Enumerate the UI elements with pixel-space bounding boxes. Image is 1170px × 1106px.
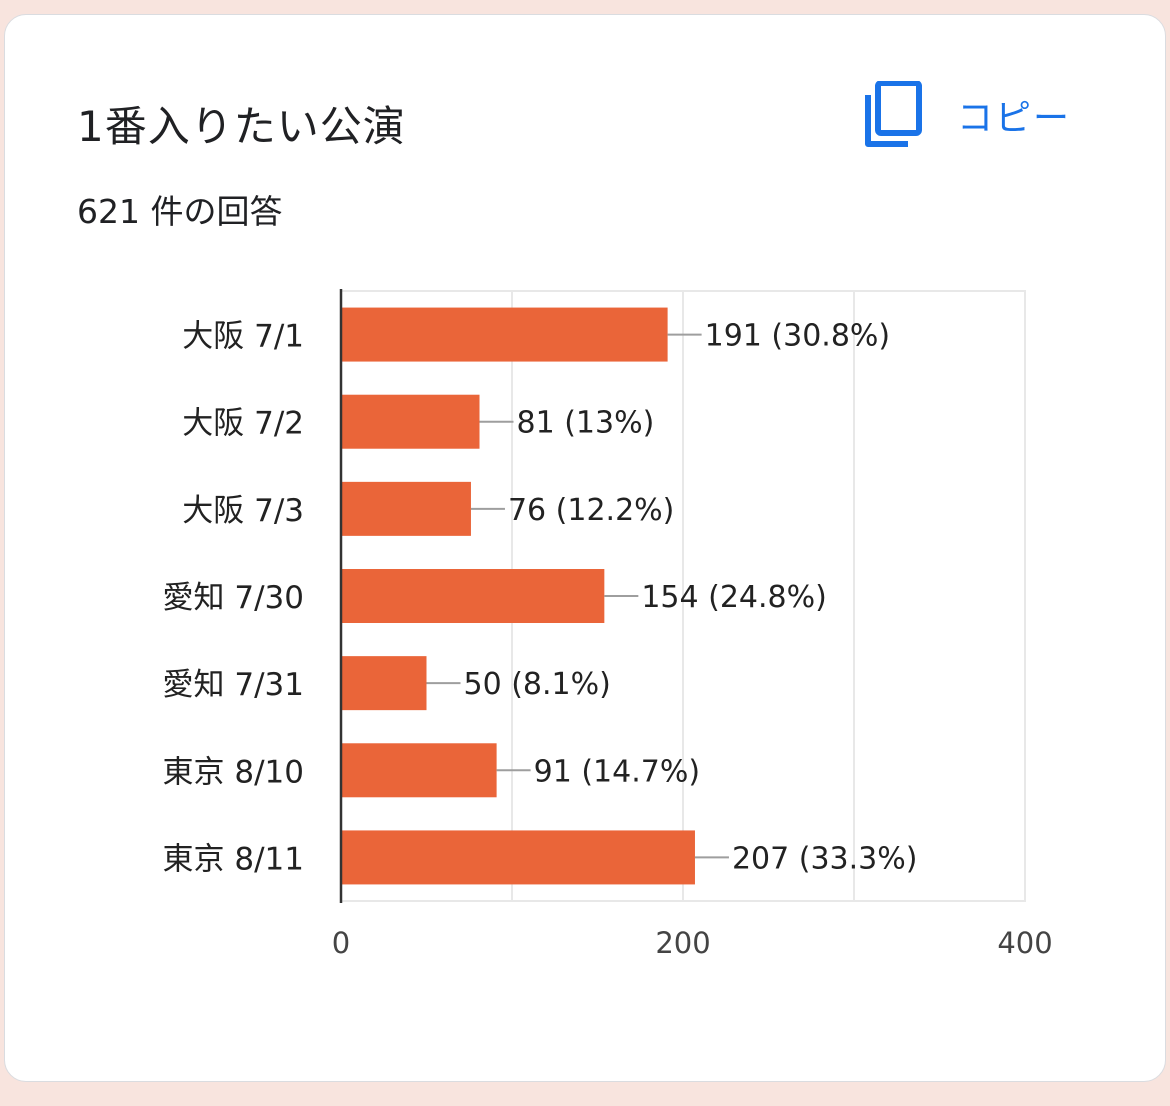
bar: [341, 743, 497, 798]
copy-icon: [865, 81, 922, 147]
x-tick-label: 400: [997, 926, 1052, 960]
bar: [341, 569, 605, 623]
data-label: 91 (14.7%): [534, 754, 700, 789]
category-label: 東京 8/10: [163, 754, 304, 790]
bar: [341, 481, 471, 536]
bar: [341, 830, 695, 885]
x-tick-label: 0: [332, 926, 350, 960]
question-title: 1番入りたい公演: [77, 102, 406, 151]
data-label: 154 (24.8%): [641, 580, 827, 615]
category-label: 愛知 7/31: [163, 667, 304, 703]
category-label: 大阪 7/1: [182, 319, 304, 355]
data-label: 76 (12.2%): [508, 493, 674, 528]
bar: [341, 656, 427, 711]
copy-button[interactable]: コピー: [863, 73, 1093, 157]
data-label: 191 (30.8%): [705, 319, 891, 354]
category-label: 大阪 7/3: [182, 493, 304, 529]
summary-card: 1番入りたい公演 コピー 621 件の回答: [4, 14, 1166, 1082]
bar: [341, 394, 480, 449]
copy-label: コピー: [957, 98, 1072, 139]
category-label: 東京 8/11: [163, 841, 304, 877]
category-label: 愛知 7/30: [163, 580, 304, 616]
data-label: 207 (33.3%): [732, 841, 918, 876]
response-count: 621 件の回答: [77, 192, 283, 231]
data-label: 50 (8.1%): [464, 667, 611, 702]
category-label: 大阪 7/2: [182, 406, 304, 442]
data-label: 81 (13%): [517, 406, 655, 441]
bar: [341, 307, 668, 362]
x-tick-label: 200: [655, 926, 710, 960]
